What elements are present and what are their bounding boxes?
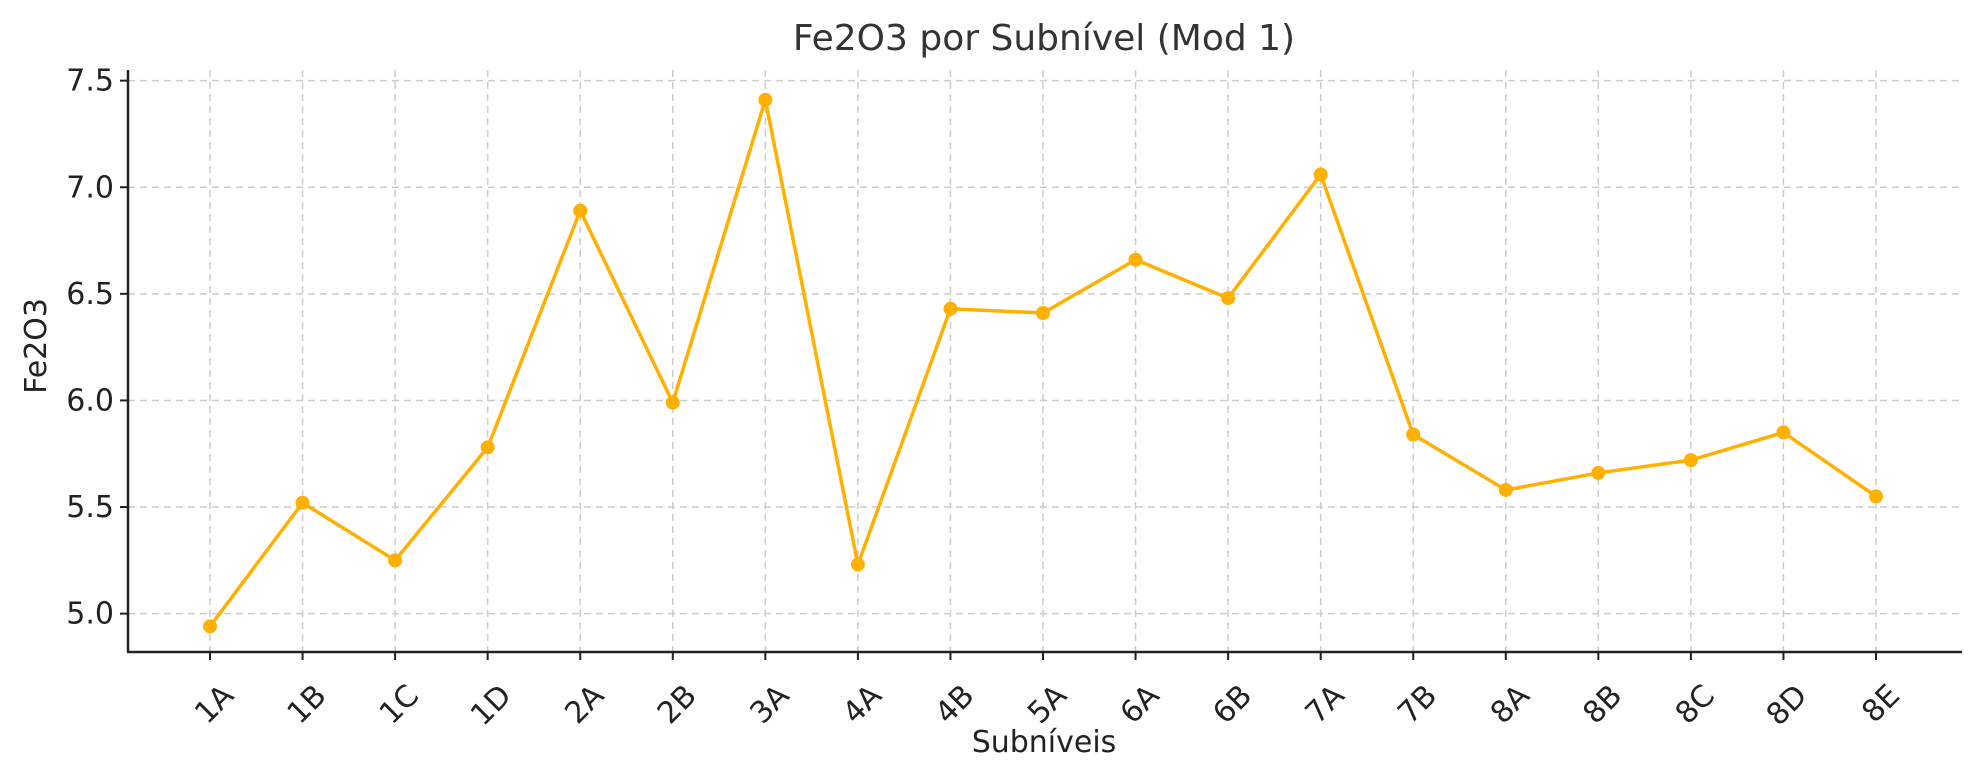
data-point: [1313, 167, 1328, 182]
axes-spines: [126, 70, 1962, 654]
x-tick-label: 6A: [1114, 678, 1167, 731]
y-axis-label: Fe2O3: [19, 298, 54, 394]
x-tick-label: 8E: [1855, 678, 1907, 730]
grid-lines: [128, 70, 1962, 652]
data-point: [295, 495, 310, 510]
y-tick-label: 7.5: [66, 64, 114, 99]
y-tick-label: 6.0: [66, 383, 114, 418]
data-point: [665, 395, 680, 410]
data-point: [1036, 306, 1050, 321]
x-tick-label: 2A: [558, 678, 611, 731]
x-tick-label: 5A: [1021, 678, 1074, 731]
x-tick-label: 6B: [1206, 678, 1259, 731]
data-point: [203, 619, 217, 634]
y-tick-label: 5.5: [66, 490, 114, 525]
series-layer: [203, 92, 1883, 634]
data-point: [1683, 453, 1698, 468]
x-tick-label: 3A: [744, 678, 797, 731]
x-tick-label: 4A: [836, 678, 889, 731]
x-tick-label: 1B: [281, 678, 334, 731]
x-tick-label: 1D: [464, 678, 519, 733]
x-tick-label: 2B: [651, 678, 704, 731]
x-tick-label: 1A: [188, 678, 241, 731]
data-point: [1498, 482, 1513, 497]
data-point: [1869, 489, 1883, 504]
y-tick-label: 7.0: [66, 170, 114, 205]
y-tick-label: 5.0: [66, 597, 114, 632]
data-point: [388, 553, 403, 568]
data-point: [850, 557, 865, 572]
x-tick-label: 4B: [929, 678, 982, 731]
data-point: [1406, 427, 1421, 442]
data-point: [758, 92, 773, 107]
x-axis-ticks: 1A 1B 1C 1D 2A 2B 3A 4A 4B 5A 6A 6B 7A 7B 8A 8B 8C 8D 8E: [188, 652, 1907, 733]
x-tick-label: 1C: [373, 678, 426, 731]
data-point: [480, 440, 495, 455]
x-tick-label: 8B: [1576, 678, 1629, 731]
x-axis-label: Subníveis: [972, 725, 1117, 760]
x-tick-label: 8A: [1484, 678, 1537, 731]
data-point: [943, 301, 958, 316]
chart-title: Fe2O3 por Subnível (Mod 1): [793, 18, 1295, 59]
x-tick-label: 8C: [1669, 678, 1722, 731]
data-point: [1221, 291, 1236, 306]
x-tick-label: 7B: [1391, 678, 1444, 731]
data-point: [1128, 252, 1143, 267]
x-tick-label: 7A: [1299, 678, 1352, 731]
y-axis-ticks: 5.0 5.5 6.0 6.5 7.0 7.5: [66, 64, 128, 632]
data-point: [1776, 425, 1791, 440]
data-point: [1591, 465, 1606, 480]
x-tick-label: 8D: [1760, 678, 1815, 733]
y-tick-label: 6.5: [66, 277, 114, 312]
data-point: [573, 203, 588, 218]
